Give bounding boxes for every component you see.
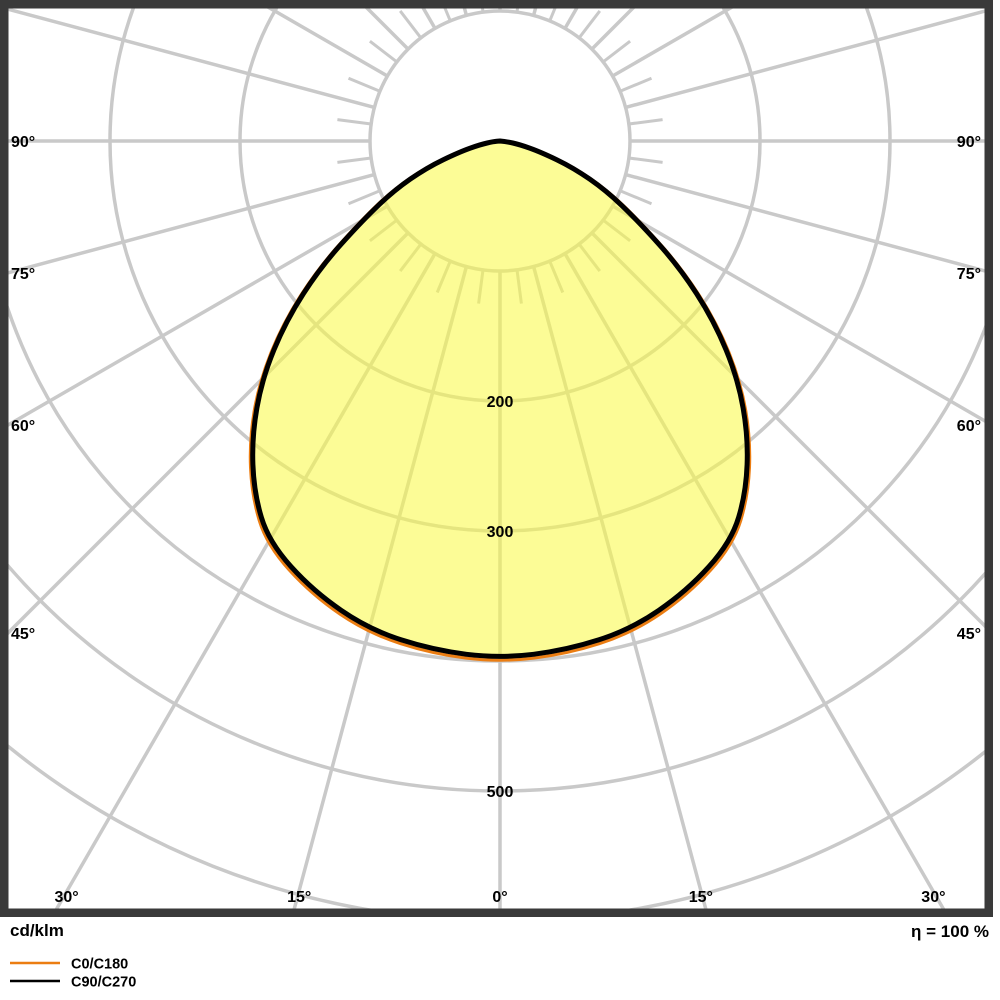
- unit-label: cd/klm: [10, 921, 64, 940]
- radial-minor-tick-97.5: [628, 118, 663, 126]
- radial-minor-tick-67.5: [619, 189, 653, 206]
- angle-label-right-90: 90°: [957, 134, 981, 151]
- radial-minor-tick-157.5: [548, 8, 557, 22]
- radial-minor-tick-232.5: [368, 40, 398, 64]
- intensity-curves: [248, 138, 752, 662]
- angle-label-left-45: 45°: [11, 626, 35, 643]
- radial-minor-tick-247.5: [347, 76, 381, 93]
- axis-labels: 90° 90° 75° 75° 60° 60° 45° 45° 30° 15° 0° 15° 30° 20…: [11, 134, 981, 906]
- radial-value-label-300: 300: [487, 524, 514, 541]
- radial-gridline-300: [8, 204, 389, 427]
- radial-value-label-500: 500: [487, 784, 514, 801]
- radial-minor-tick-292.5: [347, 189, 381, 206]
- angle-label-right-45: 45°: [957, 626, 981, 643]
- angle-label-bottom--15: 15°: [287, 889, 311, 906]
- angle-label-left-90: 90°: [11, 134, 35, 151]
- angle-label-bottom-15: 15°: [689, 889, 713, 906]
- angle-label-right-75: 75°: [957, 266, 981, 283]
- angle-label-left-75: 75°: [11, 266, 35, 283]
- radial-gridline-60: [611, 204, 985, 423]
- angle-label-left-60: 60°: [11, 418, 35, 435]
- radial-gridline-255: [8, 8, 375, 110]
- angle-label-bottom--30: 30°: [54, 889, 78, 906]
- angle-label-bottom-0: 0°: [492, 889, 507, 906]
- radial-minor-tick-202.5: [443, 8, 452, 22]
- legend-label-c90-c270: C90/C270: [71, 975, 136, 991]
- radial-gridline-75: [625, 172, 985, 273]
- radial-minor-tick-127.5: [602, 40, 632, 64]
- efficiency-label: η = 100 %: [911, 922, 989, 941]
- radial-minor-tick-217.5: [399, 9, 423, 39]
- radial-gridline-105: [625, 9, 985, 110]
- angle-label-bottom-30: 30°: [921, 889, 945, 906]
- radial-minor-tick-262.5: [337, 118, 372, 126]
- radial-minor-tick-82.5: [628, 156, 663, 164]
- radial-minor-tick-277.5: [337, 156, 372, 164]
- radial-gridline-285: [8, 172, 375, 275]
- angle-label-right-60: 60°: [957, 418, 981, 435]
- plot-frame: [0, 0, 993, 917]
- radial-value-label-200: 200: [487, 394, 514, 411]
- radial-minor-tick-142.5: [577, 9, 601, 39]
- intensity-curve-c90-c270: [250, 138, 750, 659]
- legend-label-c0-c180: C0/C180: [71, 957, 128, 973]
- radial-minor-tick-112.5: [619, 76, 653, 93]
